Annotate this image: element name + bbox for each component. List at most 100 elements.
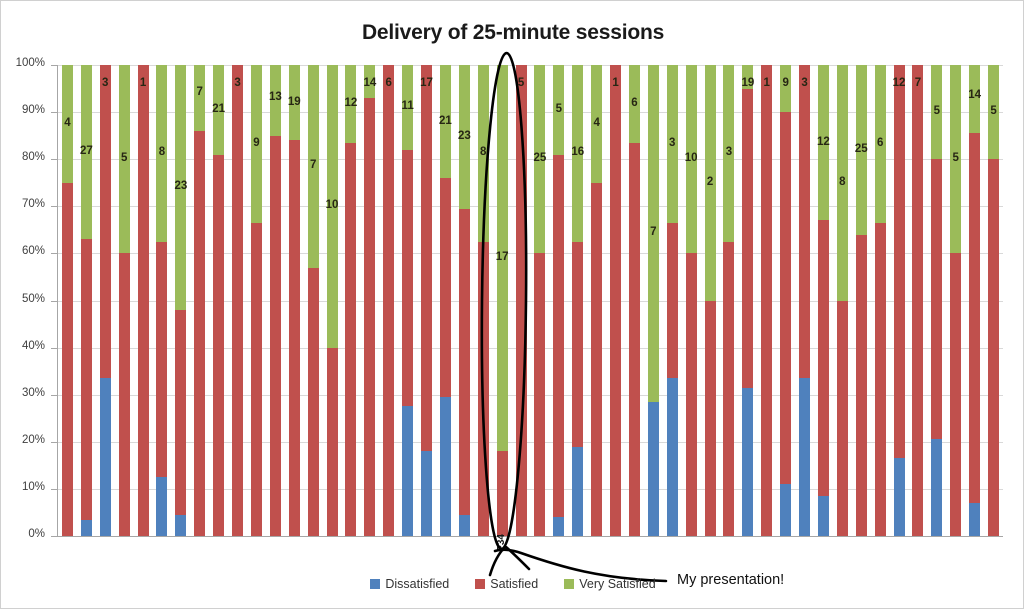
- bar-stack[interactable]: [534, 65, 546, 536]
- bar-stack[interactable]: [118, 65, 130, 536]
- bar-stack[interactable]: [704, 65, 716, 536]
- bar-stack[interactable]: [931, 65, 943, 536]
- annotation-label: My presentation!: [677, 572, 785, 588]
- bar-stack[interactable]: [458, 65, 470, 536]
- bar-stack[interactable]: [232, 65, 244, 536]
- plot-area: 4 27 3 5 1 8 23 7 21 3 9 13 19 7 10 12 14 6 11 17 21 23 8 17 5 25…: [58, 65, 1003, 537]
- bar-segment-satisfied: [402, 149, 414, 407]
- bar-stack[interactable]: [799, 65, 811, 536]
- bar-stack[interactable]: [364, 65, 376, 536]
- bar-stack[interactable]: [610, 65, 622, 536]
- bar-segment-dissatisfied: [893, 458, 905, 536]
- bar-segment-dissatisfied: [99, 378, 111, 536]
- bar-stack[interactable]: [175, 65, 187, 536]
- bar-stack[interactable]: [307, 65, 319, 536]
- bar-segment-satisfied: [307, 267, 319, 536]
- bar-stack[interactable]: [383, 65, 395, 536]
- bar-segment-satisfied: [799, 65, 811, 379]
- bar-stack[interactable]: [496, 65, 508, 536]
- legend-item-dissatisfied[interactable]: Dissatisfied: [370, 577, 449, 591]
- gridline: [58, 536, 1003, 537]
- bar-stack[interactable]: [950, 65, 962, 536]
- legend-item-satisfied[interactable]: Satisfied: [475, 577, 538, 591]
- bar-stack[interactable]: [269, 65, 281, 536]
- bar-segment-very-satisfied: [80, 65, 92, 240]
- bar-stack[interactable]: [666, 65, 678, 536]
- bar-segment-very-satisfied: [250, 65, 262, 223]
- bar-segment-very-satisfied: [194, 65, 206, 131]
- bar-stack[interactable]: [761, 65, 773, 536]
- page-title: Delivery of 25-minute sessions: [361, 21, 665, 44]
- bar-segment-satisfied: [817, 220, 829, 496]
- bar-stack[interactable]: [61, 65, 73, 536]
- y-axis-tick: [51, 488, 58, 490]
- legend-item-very-satisfied[interactable]: Very Satisfied: [564, 577, 656, 591]
- gridline: [58, 253, 1003, 255]
- bar-segment-satisfied: [80, 239, 92, 520]
- bar-segment-very-satisfied: [742, 65, 754, 89]
- bar-segment-satisfied: [874, 222, 886, 536]
- y-axis-tick-label: 40%: [21, 339, 45, 352]
- bar-segment-dissatisfied: [799, 378, 811, 536]
- bar-segment-satisfied: [250, 222, 262, 536]
- bar-stack[interactable]: [99, 65, 111, 536]
- bar-stack[interactable]: [137, 65, 149, 536]
- bar-segment-very-satisfied: [118, 65, 130, 254]
- bar-segment-satisfied: [175, 309, 187, 515]
- bar-segment-very-satisfied: [534, 65, 546, 254]
- bar-segment-very-satisfied: [439, 65, 451, 179]
- bar-stack[interactable]: [836, 65, 848, 536]
- bar-stack[interactable]: [477, 65, 489, 536]
- bar-stack[interactable]: [647, 65, 659, 536]
- bar-stack[interactable]: [402, 65, 414, 536]
- bar-stack[interactable]: [288, 65, 300, 536]
- bar-stack[interactable]: [345, 65, 357, 536]
- y-axis-tick: [51, 300, 58, 302]
- bar-segment-satisfied: [969, 133, 981, 504]
- y-axis-tick-label: 90%: [21, 104, 45, 117]
- legend: Dissatisfied Satisfied Very Satisfied: [1, 577, 1024, 591]
- bar-stack[interactable]: [591, 65, 603, 536]
- bar-stack[interactable]: [780, 65, 792, 536]
- y-axis-tick: [51, 159, 58, 161]
- bar-stack[interactable]: [80, 65, 92, 536]
- bar-segment-very-satisfied: [572, 65, 584, 242]
- bar-segment-satisfied: [610, 65, 622, 536]
- y-axis-tick: [51, 394, 58, 396]
- bar-stack[interactable]: [628, 65, 640, 536]
- bar-stack[interactable]: [250, 65, 262, 536]
- bar-stack[interactable]: [515, 65, 527, 536]
- bar-segment-dissatisfied: [931, 439, 943, 536]
- bar-stack[interactable]: [553, 65, 565, 536]
- bar-segment-dissatisfied: [817, 495, 829, 536]
- bar-stack[interactable]: [194, 65, 206, 536]
- bar-stack[interactable]: [817, 65, 829, 536]
- bar-segment-very-satisfied: [307, 65, 319, 268]
- legend-swatch-icon: [564, 579, 575, 589]
- bar-segment-satisfied: [628, 142, 640, 536]
- bar-segment-dissatisfied: [175, 514, 187, 536]
- bar-stack[interactable]: [893, 65, 905, 536]
- bar-stack[interactable]: [912, 65, 924, 536]
- legend-label: Dissatisfied: [385, 577, 450, 591]
- bar-stack[interactable]: [874, 65, 886, 536]
- bar-stack[interactable]: [988, 65, 1000, 536]
- y-axis-tick-label: 20%: [21, 433, 45, 446]
- bar-segment-satisfied: [156, 241, 168, 478]
- y-axis-tick: [51, 112, 58, 114]
- bar-stack[interactable]: [326, 65, 338, 536]
- bar-stack[interactable]: [213, 65, 225, 536]
- bar-stack[interactable]: [156, 65, 168, 536]
- bar-stack[interactable]: [855, 65, 867, 536]
- bar-stack[interactable]: [439, 65, 451, 536]
- y-axis-tick-label: 60%: [21, 245, 45, 258]
- bar-stack[interactable]: [685, 65, 697, 536]
- bar-segment-very-satisfied: [61, 65, 73, 183]
- bar-stack[interactable]: [421, 65, 433, 536]
- bar-stack[interactable]: [723, 65, 735, 536]
- bar-stack[interactable]: [572, 65, 584, 536]
- bar-segment-very-satisfied: [817, 65, 829, 221]
- bar-stack[interactable]: [742, 65, 754, 536]
- bar-stack[interactable]: [969, 65, 981, 536]
- bar-segment-satisfied: [269, 135, 281, 536]
